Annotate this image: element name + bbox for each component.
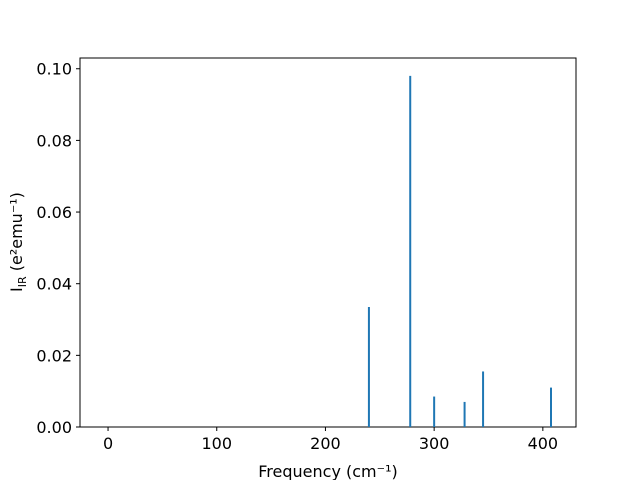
x-tick-label: 300 xyxy=(419,434,450,453)
y-label-main: I xyxy=(7,287,26,292)
y-tick-label: 0.00 xyxy=(36,418,72,437)
x-tick-label: 200 xyxy=(310,434,341,453)
y-label-sub: IR xyxy=(16,276,29,287)
y-tick-label: 0.06 xyxy=(36,203,72,222)
y-tick-label: 0.10 xyxy=(36,60,72,79)
x-tick-label: 0 xyxy=(103,434,113,453)
y-tick-label: 0.08 xyxy=(36,131,72,150)
y-label-rest: (e²emu⁻¹) xyxy=(7,192,26,276)
y-tick-label: 0.04 xyxy=(36,275,72,294)
x-axis-label: Frequency (cm⁻¹) xyxy=(258,462,397,480)
x-tick-label: 100 xyxy=(201,434,232,453)
plot-frame xyxy=(79,57,577,428)
y-tick-label: 0.02 xyxy=(36,346,72,365)
y-axis-label: IIR (e²emu⁻¹) xyxy=(7,192,29,292)
x-tick-label: 400 xyxy=(528,434,559,453)
